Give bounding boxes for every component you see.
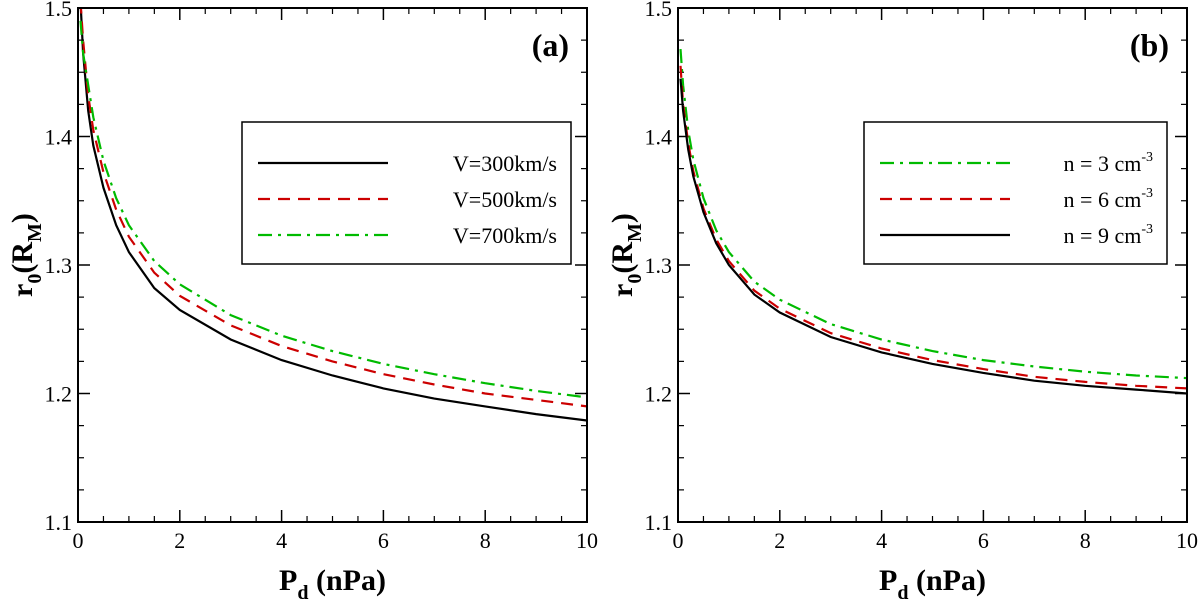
legend: n = 3 cm-3 n = 6 cm-3 n = 9 cm-3 (863, 121, 1168, 265)
x-tick-label: 10 (1176, 528, 1198, 553)
y-tick-label: 1.4 (645, 125, 673, 150)
legend-label: n = 6 cm-3 (1064, 186, 1153, 212)
y-tick-label: 1.2 (645, 382, 673, 407)
series-line-1 (679, 49, 1187, 380)
series-line-1 (79, 8, 587, 422)
legend-label: V=700km/s (453, 223, 557, 248)
legend-label: n = 3 cm-3 (1064, 150, 1153, 176)
panel-label: (a) (532, 27, 569, 63)
y-tick-label: 1.3 (645, 253, 673, 278)
y-tick-label: 1.5 (645, 0, 673, 21)
x-tick-label: 0 (673, 528, 684, 553)
y-tick-label: 1.3 (45, 253, 73, 278)
x-tick-label: 4 (276, 528, 287, 553)
x-tick-label: 4 (876, 528, 887, 553)
x-axis-title: Pd (nPa) (879, 564, 986, 604)
x-tick-label: 6 (978, 528, 989, 553)
y-tick-label: 1.5 (45, 0, 73, 21)
x-tick-label: 2 (774, 528, 785, 553)
x-tick-label: 8 (480, 528, 491, 553)
x-tick-label: 2 (174, 528, 185, 553)
legend-box (241, 121, 572, 265)
y-axis-title: r0(RM) (6, 213, 46, 297)
x-tick-label: 0 (73, 528, 84, 553)
chart-panel-1: 0 2 4 6 8 10 1.1 1.2 1.3 1.4 1.5 (a) V=300km/s V=500k… (6, 0, 598, 604)
y-tick-label: 1.1 (45, 510, 73, 535)
legend: V=300km/s V=500km/s V=700km/s (241, 121, 572, 265)
x-tick-label: 8 (1080, 528, 1091, 553)
x-tick-label: 6 (378, 528, 389, 553)
x-axis-title: Pd (nPa) (279, 564, 386, 604)
y-axis-title: r0(RM) (606, 213, 646, 297)
y-tick-label: 1.1 (645, 510, 673, 535)
plot-frame (677, 7, 1188, 523)
x-tick-label: 10 (576, 528, 598, 553)
legend-label: V=500km/s (453, 187, 557, 212)
legend-box (863, 121, 1168, 265)
series-line-2 (79, 8, 587, 408)
chart-panel-2: 0 2 4 6 8 10 1.1 1.2 1.3 1.4 1.5 (b) n = 3 cm-3 n = 6… (606, 0, 1198, 604)
y-tick-label: 1.4 (45, 125, 73, 150)
plot-frame (77, 7, 588, 523)
panel-label: (b) (1130, 27, 1169, 63)
y-tick-label: 1.2 (45, 382, 73, 407)
legend-label: V=300km/s (453, 151, 557, 176)
series-line-3 (679, 78, 1187, 395)
legend-label: n = 9 cm-3 (1064, 222, 1153, 248)
